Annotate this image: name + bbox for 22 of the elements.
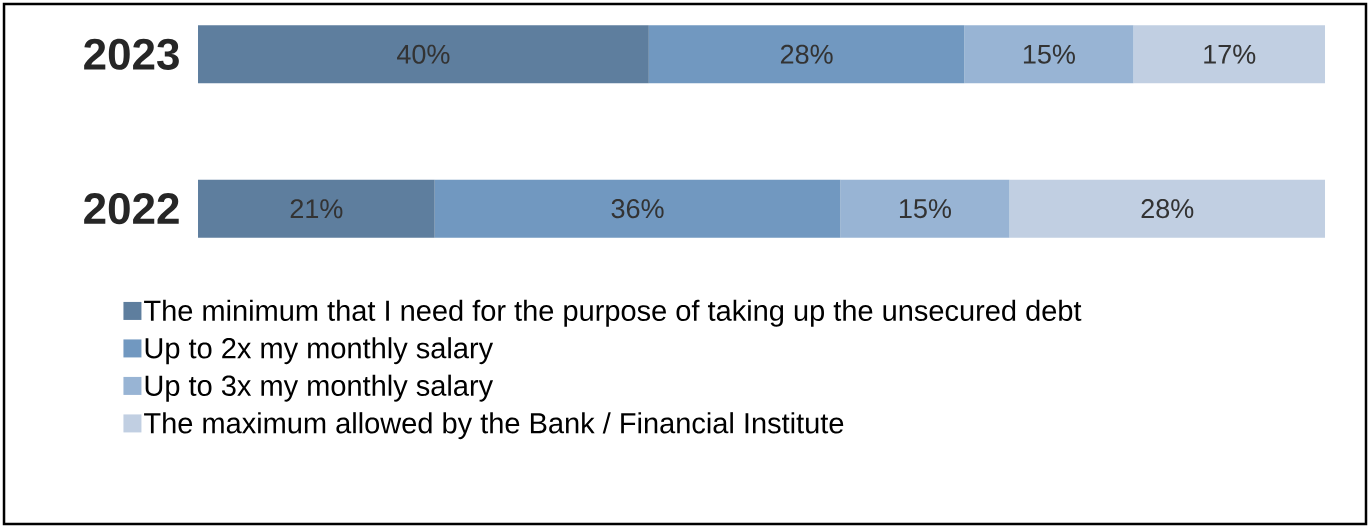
bar [434,179,841,238]
legend-label: Up to 2x my monthly salary [145,337,494,365]
data-label: 28% [780,44,833,64]
legend-label: The minimum that I need for the purpose of taking up the unsecured debt [144,299,1082,327]
data-label: 15% [1023,44,1075,64]
bar [840,179,1010,238]
bar [198,179,435,238]
data-label: 36% [611,199,664,219]
data-label: 21% [290,199,343,219]
y-tick-label: 2022 [84,193,179,225]
bar [198,25,649,84]
legend-label: Up to 3x my monthly salary [145,374,494,402]
bar [1133,25,1326,84]
data-label: 40% [397,44,450,64]
data-label: 28% [1141,199,1194,219]
bar [648,25,965,84]
bar [1009,179,1326,238]
y-tick-label: 2023 [84,38,179,70]
legend-label: The maximum allowed by the Bank / Financial Institute [144,412,844,440]
bar [964,25,1134,84]
data-label: 15% [899,199,951,219]
data-label: 17% [1204,44,1256,64]
